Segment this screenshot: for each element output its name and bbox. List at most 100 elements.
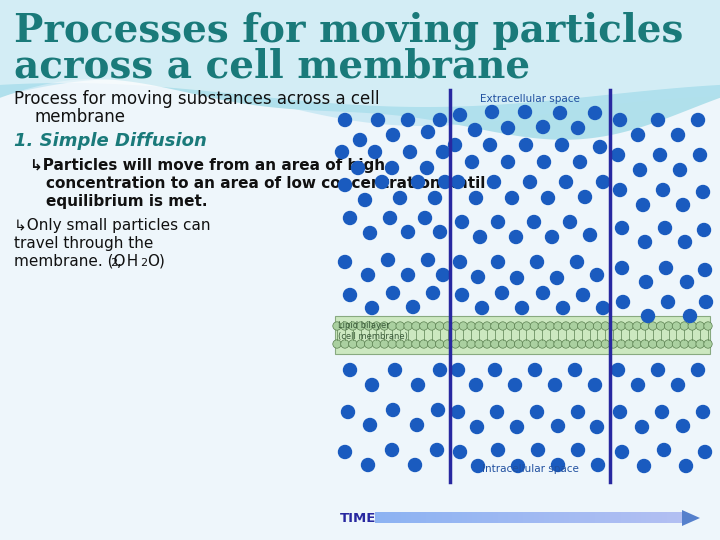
Circle shape [660,261,672,274]
Circle shape [654,148,667,161]
Bar [646,512,652,523]
Circle shape [652,363,665,376]
Circle shape [348,340,357,348]
Circle shape [410,418,423,431]
Bar [544,512,549,523]
Bar [375,512,381,523]
Circle shape [652,113,665,126]
Circle shape [528,363,541,376]
Circle shape [518,105,531,118]
Circle shape [649,322,657,330]
Bar [621,512,626,523]
Circle shape [508,379,521,392]
Circle shape [343,212,356,225]
Bar [421,512,427,523]
Bar [513,512,519,523]
Circle shape [336,145,348,159]
Circle shape [402,113,415,126]
Circle shape [502,122,515,134]
Bar [528,512,534,523]
Bar [462,512,467,523]
Circle shape [408,458,421,471]
Circle shape [459,322,467,330]
Circle shape [487,176,500,188]
Text: 2: 2 [140,258,147,268]
Bar [431,512,437,523]
Circle shape [490,406,503,419]
Circle shape [601,340,610,348]
Circle shape [703,340,712,348]
Bar [335,316,710,354]
Bar [657,512,662,523]
Circle shape [673,164,686,177]
Circle shape [506,340,515,348]
Circle shape [696,186,709,199]
Circle shape [562,340,570,348]
Circle shape [412,340,420,348]
Circle shape [588,106,601,119]
Circle shape [449,138,462,152]
Circle shape [433,113,446,126]
Circle shape [688,340,696,348]
Circle shape [492,443,505,456]
Circle shape [680,322,688,330]
Circle shape [641,322,649,330]
Circle shape [361,458,374,471]
Circle shape [333,322,341,330]
Circle shape [698,224,711,237]
Circle shape [549,379,562,392]
Bar [580,512,585,523]
Text: Extracellular space: Extracellular space [480,94,580,104]
Bar [549,512,554,523]
Circle shape [505,192,518,205]
Circle shape [514,322,523,330]
Circle shape [616,446,629,458]
Bar [631,512,636,523]
Circle shape [538,340,546,348]
Circle shape [421,253,434,267]
Circle shape [485,105,498,118]
Circle shape [467,322,475,330]
Circle shape [338,255,351,268]
Circle shape [655,406,668,419]
Circle shape [633,322,641,330]
Circle shape [356,322,365,330]
Circle shape [420,161,433,174]
Circle shape [469,124,482,137]
Circle shape [412,379,425,392]
Circle shape [354,133,366,146]
Circle shape [551,272,564,285]
Bar [477,512,483,523]
Circle shape [444,340,451,348]
Circle shape [522,322,531,330]
Circle shape [572,122,585,134]
Circle shape [570,322,578,330]
Circle shape [490,322,499,330]
Circle shape [492,215,505,228]
Circle shape [637,460,650,472]
Circle shape [428,322,436,330]
Circle shape [596,176,610,188]
Circle shape [531,443,544,456]
Circle shape [343,363,356,376]
Circle shape [483,322,491,330]
Circle shape [596,301,610,314]
Circle shape [475,340,483,348]
Circle shape [451,406,464,419]
Circle shape [577,322,586,330]
Circle shape [472,460,485,472]
Text: membrane. (O: membrane. (O [14,254,125,269]
Circle shape [387,403,400,416]
Circle shape [642,309,654,322]
Circle shape [364,322,373,330]
Circle shape [510,231,523,244]
Circle shape [541,192,554,205]
Circle shape [657,322,665,330]
Circle shape [609,322,618,330]
Circle shape [356,340,365,348]
Circle shape [341,340,349,348]
Circle shape [436,322,444,330]
Circle shape [451,363,464,376]
Circle shape [396,322,405,330]
Circle shape [351,161,364,174]
